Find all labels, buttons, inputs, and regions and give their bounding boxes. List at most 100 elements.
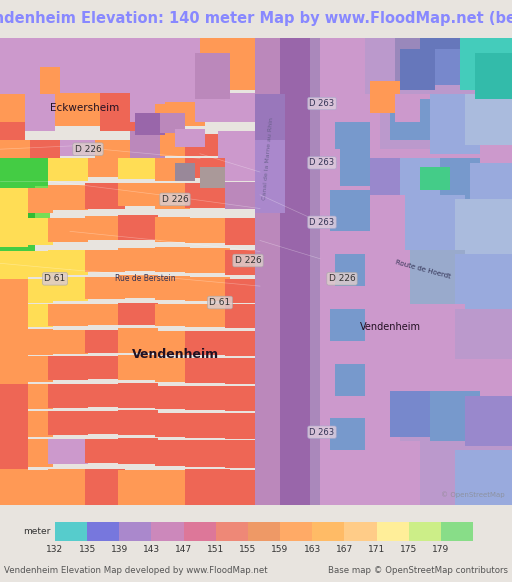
- Bar: [28, 384, 53, 409]
- Bar: [48, 439, 88, 464]
- Bar: [30, 140, 60, 158]
- Bar: [430, 423, 512, 469]
- Bar: [225, 413, 260, 439]
- Bar: [440, 158, 480, 204]
- Bar: [87, 522, 119, 541]
- Bar: [175, 129, 205, 147]
- Bar: [0, 218, 28, 247]
- Text: 167: 167: [336, 545, 353, 553]
- Text: Vendenheim: Vendenheim: [360, 322, 421, 332]
- Bar: [255, 38, 285, 505]
- Bar: [118, 438, 158, 464]
- Text: D 263: D 263: [309, 218, 334, 227]
- Bar: [410, 304, 465, 364]
- Text: 151: 151: [207, 545, 224, 553]
- Bar: [175, 163, 195, 181]
- Bar: [420, 168, 450, 190]
- Bar: [390, 391, 430, 436]
- Bar: [0, 411, 28, 439]
- Bar: [48, 356, 88, 380]
- Bar: [370, 81, 400, 113]
- Bar: [85, 250, 125, 272]
- Bar: [330, 309, 365, 341]
- Bar: [118, 303, 158, 325]
- Text: D 226: D 226: [234, 256, 261, 265]
- Bar: [465, 396, 512, 446]
- Bar: [225, 470, 260, 505]
- Bar: [312, 522, 345, 541]
- Bar: [155, 413, 190, 436]
- Bar: [225, 182, 260, 210]
- Bar: [420, 38, 470, 76]
- Bar: [152, 522, 184, 541]
- Bar: [185, 469, 230, 505]
- Bar: [155, 217, 190, 242]
- Bar: [48, 158, 88, 181]
- Bar: [335, 364, 365, 396]
- Bar: [365, 250, 420, 304]
- Bar: [335, 254, 365, 286]
- Bar: [28, 470, 53, 505]
- Bar: [225, 279, 260, 303]
- Bar: [85, 384, 125, 407]
- Bar: [400, 49, 435, 90]
- Bar: [48, 469, 88, 505]
- Text: 143: 143: [143, 545, 160, 553]
- Bar: [60, 38, 110, 104]
- Bar: [365, 359, 512, 441]
- Bar: [0, 122, 25, 140]
- Bar: [28, 304, 53, 327]
- Bar: [155, 470, 190, 505]
- Bar: [155, 93, 205, 126]
- Text: Route de Hoerdt: Route de Hoerdt: [395, 260, 452, 280]
- Bar: [300, 38, 315, 505]
- Bar: [365, 38, 512, 94]
- Bar: [0, 94, 40, 122]
- Bar: [48, 384, 88, 407]
- Bar: [400, 404, 512, 455]
- Bar: [155, 358, 190, 382]
- Bar: [48, 250, 88, 275]
- Bar: [25, 94, 55, 131]
- Bar: [320, 38, 370, 505]
- Bar: [135, 113, 165, 136]
- Bar: [48, 411, 88, 435]
- Text: D 263: D 263: [309, 158, 334, 168]
- Bar: [410, 250, 465, 309]
- Text: meter: meter: [24, 527, 51, 536]
- Bar: [155, 247, 190, 272]
- Bar: [0, 236, 35, 268]
- Bar: [165, 54, 195, 102]
- Bar: [390, 99, 430, 140]
- Bar: [118, 248, 158, 271]
- Bar: [345, 522, 376, 541]
- Bar: [60, 140, 100, 157]
- Bar: [28, 251, 53, 277]
- Bar: [460, 49, 512, 87]
- Text: Eckwersheim: Eckwersheim: [50, 103, 119, 113]
- Bar: [28, 439, 53, 467]
- Bar: [85, 356, 125, 379]
- Bar: [160, 113, 185, 133]
- Bar: [470, 163, 512, 213]
- Bar: [225, 304, 260, 328]
- Bar: [160, 133, 190, 155]
- Bar: [95, 140, 135, 163]
- Bar: [55, 93, 105, 126]
- Bar: [370, 158, 410, 195]
- Bar: [48, 330, 88, 354]
- Bar: [0, 469, 28, 505]
- Bar: [155, 158, 190, 181]
- Bar: [155, 276, 190, 300]
- Bar: [395, 38, 475, 81]
- Bar: [430, 391, 480, 441]
- Bar: [225, 218, 260, 245]
- Bar: [409, 522, 441, 541]
- Text: 139: 139: [111, 545, 128, 553]
- Bar: [455, 309, 512, 368]
- Bar: [185, 134, 225, 157]
- Text: D 226: D 226: [162, 195, 188, 204]
- Bar: [85, 411, 125, 434]
- Bar: [0, 304, 28, 329]
- Bar: [200, 168, 225, 187]
